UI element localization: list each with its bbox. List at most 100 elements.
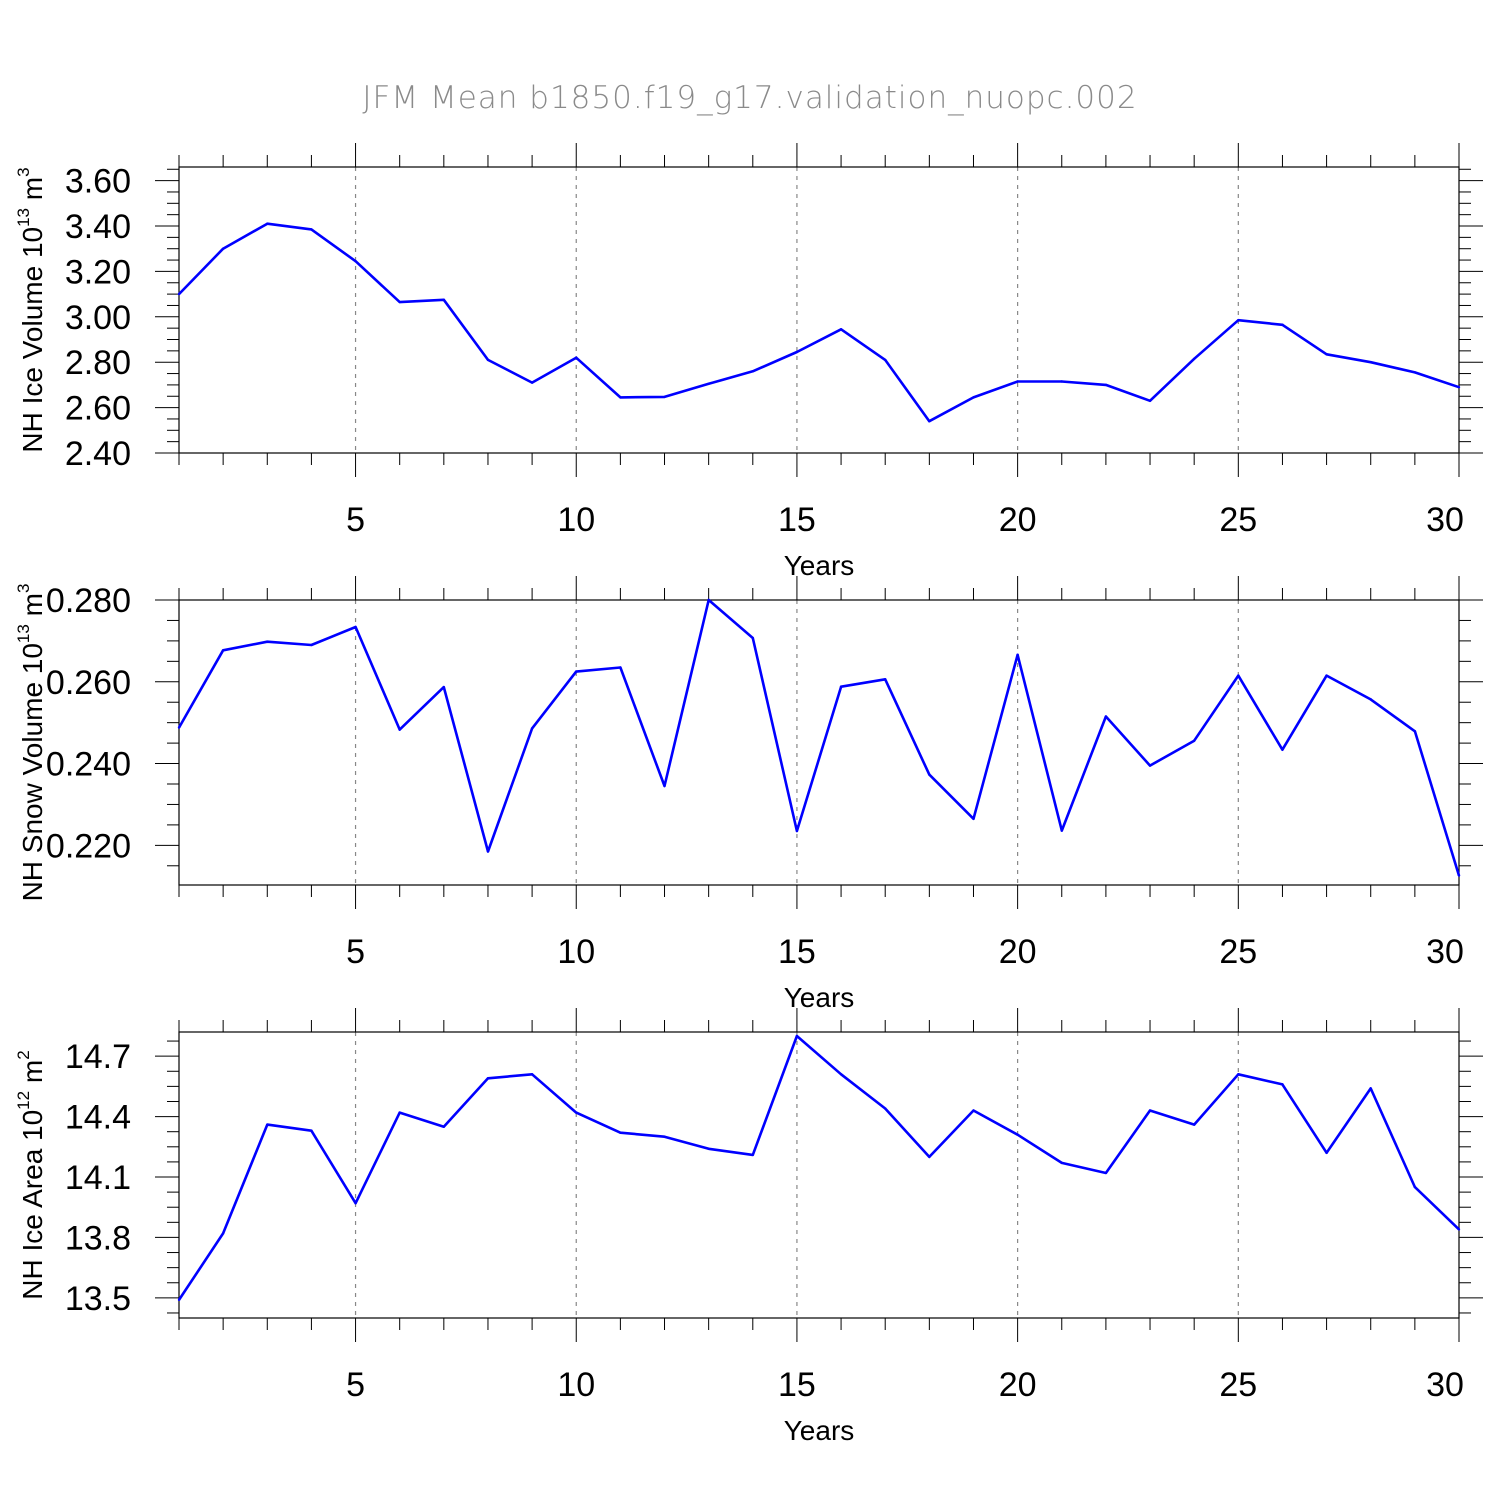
panel-2: 0.220 0.240 0.260 0.280 5 10 15 20 25 30 Years NH S…: [14, 576, 1483, 1013]
data-point: [1192, 1123, 1196, 1126]
y-tick-label: 3.40: [65, 208, 131, 246]
series-line: [177, 598, 1461, 876]
data-point: [177, 1298, 181, 1302]
data-point: [442, 298, 446, 301]
panel-1: 2.40 2.60 2.80 3.00 3.20 3.40 3.60 5 10 15 20 25 30 Y…: [14, 143, 1483, 581]
y-axis-label: NH Snow Volume 1013 m3: [14, 584, 48, 902]
x-tick-label: 15: [778, 501, 816, 539]
y-axis-label-superscript: 13: [14, 624, 33, 643]
x-tick-label: 15: [778, 933, 816, 971]
data-point: [1016, 653, 1019, 656]
data-point: [751, 636, 754, 640]
data-point: [1104, 383, 1108, 387]
data-point: [177, 726, 181, 729]
data-point: [1104, 1171, 1108, 1175]
x-tick-label: 25: [1219, 1366, 1257, 1404]
series-line: [178, 222, 1460, 423]
data-point: [928, 1155, 931, 1159]
data-point: [1060, 1161, 1063, 1165]
plot-frame: [178, 166, 1460, 454]
data-point: [310, 228, 313, 231]
data-point: [530, 381, 534, 384]
y-axis-label-text: NH Ice Volume 10: [17, 227, 48, 453]
y-tick-label: 3.20: [65, 253, 131, 291]
y-axis-label-text: m: [17, 1060, 48, 1091]
x-tick-label: 15: [778, 1366, 816, 1404]
data-point: [1104, 715, 1108, 718]
data-point: [839, 328, 843, 331]
data-point: [1413, 730, 1417, 733]
data-point: [619, 1131, 622, 1134]
panel-3: 13.5 13.8 14.1 14.4 14.7 5 10 15 20 25 30 Years NH I…: [14, 1008, 1483, 1446]
data-point: [575, 1111, 578, 1114]
x-tick-label: 20: [999, 1366, 1037, 1404]
data-point: [1192, 357, 1196, 361]
x-tick-label: 10: [557, 1366, 595, 1404]
y-tick-label: 13.8: [65, 1219, 131, 1257]
data-point: [1369, 698, 1372, 701]
data-point: [707, 598, 710, 602]
data-point: [354, 1201, 357, 1205]
panels: 2.402.602.803.003.203.403.605 10 15 20 25 30Y…: [14, 143, 1483, 1446]
data-point: [530, 727, 534, 730]
data-point: [884, 1107, 887, 1110]
y-axis-label-superscript: 3: [14, 584, 33, 593]
y-tick-label: 3.00: [65, 299, 131, 337]
data-point: [1325, 353, 1328, 356]
x-tick-label: 10: [557, 501, 595, 539]
data-point: [1369, 361, 1372, 364]
y-tick-label: 2.40: [65, 435, 131, 473]
y-axis-label-superscript: 3: [14, 167, 33, 176]
y-axis-label-text: m: [17, 177, 48, 208]
data-point: [839, 1073, 843, 1076]
data-point: [266, 640, 269, 643]
data-point: [1325, 674, 1328, 677]
data-point: [575, 356, 578, 359]
data-point: [795, 1034, 799, 1038]
data-point: [1148, 764, 1152, 767]
data-point: [707, 382, 710, 385]
data-point: [1369, 1087, 1372, 1090]
data-point: [1281, 748, 1284, 751]
y-axis-label: NH Ice Area 1012 m2: [14, 1050, 48, 1299]
data-point: [1457, 874, 1461, 877]
data-point: [619, 666, 622, 669]
data-point: [1281, 1083, 1284, 1086]
data-point: [575, 670, 578, 673]
series-line: [177, 1034, 1460, 1301]
y-tick-label: 14.4: [65, 1099, 131, 1137]
y-tick-label: 14.7: [65, 1038, 131, 1076]
y-axis-label-superscript: 12: [14, 1091, 33, 1110]
x-axis-label: Years: [784, 550, 855, 581]
data-point: [1016, 380, 1019, 383]
data-point: [398, 300, 401, 304]
data-point: [1325, 1151, 1328, 1155]
data-point: [707, 1147, 710, 1151]
data-point: [795, 829, 799, 833]
data-point: [310, 643, 313, 647]
y-tick-label: 14.1: [65, 1159, 131, 1197]
data-point: [1060, 380, 1063, 383]
data-point: [266, 1123, 269, 1126]
data-point: [884, 678, 887, 681]
data-point: [398, 728, 401, 731]
x-tick-label: 25: [1219, 933, 1257, 971]
data-point: [1237, 1073, 1240, 1076]
data-point: [751, 370, 754, 373]
data-point: [1237, 319, 1240, 322]
y-axis-label-superscript: 2: [14, 1050, 33, 1059]
data-point: [310, 1129, 313, 1132]
plot-frame: [178, 599, 1460, 886]
y-tick-label: 0.280: [46, 582, 131, 620]
data-point: [1148, 1109, 1152, 1112]
y-tick-label: 2.80: [65, 344, 131, 382]
data-point: [442, 685, 446, 689]
data-point: [486, 850, 490, 853]
data-point: [795, 350, 799, 354]
data-point: [1192, 739, 1196, 742]
x-tick-label: 10: [557, 933, 595, 971]
data-point: [1457, 1228, 1461, 1231]
y-axis-label: NH Ice Volume 1013 m3: [14, 167, 48, 452]
data-point: [398, 1111, 401, 1114]
x-tick-label: 30: [1426, 501, 1464, 539]
